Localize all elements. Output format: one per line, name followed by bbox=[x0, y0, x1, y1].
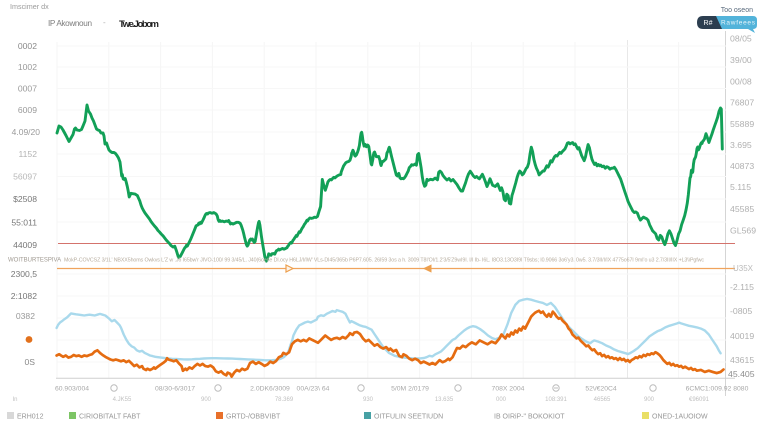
svg-text:-0805: -0805 bbox=[730, 306, 752, 316]
svg-text:0007: 0007 bbox=[18, 84, 37, 94]
svg-text:08/05: 08/05 bbox=[730, 34, 752, 44]
svg-text:0002: 0002 bbox=[18, 41, 37, 51]
svg-text:0382: 0382 bbox=[16, 311, 35, 321]
svg-text:OITFULIN SEETIUDN: OITFULIN SEETIUDN bbox=[374, 414, 443, 421]
svg-text:45.405: 45.405 bbox=[728, 369, 755, 379]
svg-text:52\/€20C4: 52\/€20C4 bbox=[585, 386, 617, 393]
svg-text:708X 2004: 708X 2004 bbox=[492, 386, 525, 393]
svg-text:5/0M 2/0179: 5/0M 2/0179 bbox=[391, 386, 429, 393]
svg-text:2.0DK6/3009: 2.0DK6/3009 bbox=[250, 386, 290, 393]
svg-text:6009: 6009 bbox=[18, 105, 37, 115]
svg-text:MokP-COVCSZ 3/1L' NBXX5homs Ow: MokP-COVCSZ 3/1L' NBXX5homs Owkvs L'Z w … bbox=[64, 258, 704, 264]
svg-text:43615: 43615 bbox=[730, 355, 754, 365]
svg-text:56097: 56097 bbox=[13, 172, 37, 182]
svg-text:40019: 40019 bbox=[730, 331, 754, 341]
svg-text:1152: 1152 bbox=[19, 149, 38, 159]
svg-text:3.695: 3.695 bbox=[730, 140, 752, 150]
svg-text:-: - bbox=[103, 18, 106, 27]
svg-text:ERH012: ERH012 bbox=[17, 414, 44, 421]
svg-text:CIRIOBITALT FABT: CIRIOBITALT FABT bbox=[79, 414, 141, 421]
svg-text:5.115: 5.115 bbox=[730, 182, 751, 192]
svg-text:08/30-6/3017: 08/30-6/3017 bbox=[155, 386, 195, 393]
svg-text:ONED-1AUOIOW: ONED-1AUOIOW bbox=[652, 414, 708, 421]
svg-text:€96091: €96091 bbox=[689, 397, 710, 403]
svg-text:GL569: GL569 bbox=[730, 226, 756, 236]
svg-text:46565: 46565 bbox=[594, 397, 611, 403]
svg-text:2:1082: 2:1082 bbox=[11, 291, 38, 301]
svg-text:Rawfeees: Rawfeees bbox=[721, 20, 756, 27]
svg-text:Twe.Jobom: Twe.Jobom bbox=[119, 19, 159, 30]
svg-text:1002: 1002 bbox=[18, 62, 37, 72]
svg-text:76807: 76807 bbox=[730, 98, 754, 108]
svg-text:55889: 55889 bbox=[730, 119, 754, 129]
svg-text:00/08: 00/08 bbox=[730, 77, 752, 87]
svg-text:IP Akownoun: IP Akownoun bbox=[48, 19, 92, 28]
svg-text:900: 900 bbox=[201, 397, 212, 403]
svg-text:55:011: 55:011 bbox=[11, 218, 37, 228]
svg-text:60.903/004: 60.903/004 bbox=[55, 386, 89, 393]
svg-text:40873: 40873 bbox=[730, 161, 754, 171]
svg-text:13.635: 13.635 bbox=[435, 397, 454, 403]
svg-text:U35X: U35X bbox=[733, 264, 754, 273]
svg-text:108:391: 108:391 bbox=[545, 397, 567, 403]
svg-text:00A/23\ 64: 00A/23\ 64 bbox=[297, 386, 330, 393]
svg-text:4.JK55: 4.JK55 bbox=[113, 397, 132, 403]
svg-text:44009: 44009 bbox=[13, 240, 37, 250]
svg-text:4.09/20: 4.09/20 bbox=[12, 127, 41, 137]
svg-text:900: 900 bbox=[644, 397, 655, 403]
svg-text:GRTD-/OBBVIBT: GRTD-/OBBVIBT bbox=[226, 414, 281, 421]
svg-text:Imscimer dx: Imscimer dx bbox=[10, 2, 49, 11]
svg-text:78.369: 78.369 bbox=[275, 397, 294, 403]
svg-text:2300,5: 2300,5 bbox=[11, 269, 38, 279]
svg-text:930: 930 bbox=[363, 397, 374, 403]
svg-text:WOITBURTESPIVA: WOITBURTESPIVA bbox=[8, 258, 61, 264]
svg-text:Too oseon: Too oseon bbox=[721, 7, 753, 14]
svg-text:6CMC1:009.92 8080: 6CMC1:009.92 8080 bbox=[686, 386, 749, 393]
svg-text:In: In bbox=[12, 397, 17, 403]
svg-text:R#: R# bbox=[704, 20, 713, 27]
svg-text:IB OIRiP-" BOKOKIOT: IB OIRiP-" BOKOKIOT bbox=[494, 414, 565, 421]
svg-text:000: 000 bbox=[496, 397, 507, 403]
svg-text:0S: 0S bbox=[24, 357, 35, 367]
svg-text:39/00: 39/00 bbox=[730, 55, 752, 65]
svg-text:$2508: $2508 bbox=[13, 194, 37, 204]
svg-text:-2.115: -2.115 bbox=[730, 282, 754, 292]
svg-text:45585: 45585 bbox=[730, 204, 754, 214]
